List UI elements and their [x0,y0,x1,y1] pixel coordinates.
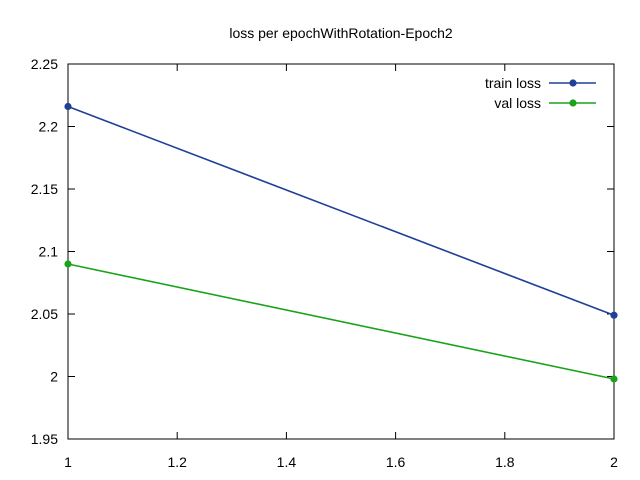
chart-title: loss per epochWithRotation-Epoch2 [229,25,453,41]
data-point-2 [64,260,72,268]
y-tick-label: 2.15 [31,181,58,197]
y-tick-label: 2 [50,369,58,385]
y-tick-label: 1.95 [31,431,58,447]
x-tick-label: 2 [610,454,618,470]
legend-marker-1 [569,79,577,87]
y-tick-label: 2.1 [39,244,59,260]
series-line-1 [67,105,615,316]
y-tick-label: 2.2 [39,119,59,135]
x-tick-label: 1.6 [386,454,406,470]
y-axis: 1.95 2 2.05 2.1 2.15 2.2 2.25 [31,56,614,447]
y-tick-label: 2.25 [31,56,58,72]
x-axis: 1 1.2 1.4 1.6 1.8 2 [64,64,618,470]
legend-label-1: train loss [485,75,541,91]
legend-marker-2 [569,99,577,107]
series-layer [64,102,618,383]
series-line-2 [67,263,615,380]
x-tick-label: 1 [64,454,72,470]
legend: train loss val loss [485,75,596,111]
y-tick-label: 2.05 [31,306,58,322]
data-point-1 [610,311,618,319]
x-tick-label: 1.2 [167,454,187,470]
x-tick-label: 1.8 [495,454,515,470]
legend-label-2: val loss [494,95,541,111]
x-tick-label: 1.4 [277,454,297,470]
data-point-1 [64,102,72,111]
data-point-2 [610,375,618,383]
plot-area-border [67,63,615,440]
